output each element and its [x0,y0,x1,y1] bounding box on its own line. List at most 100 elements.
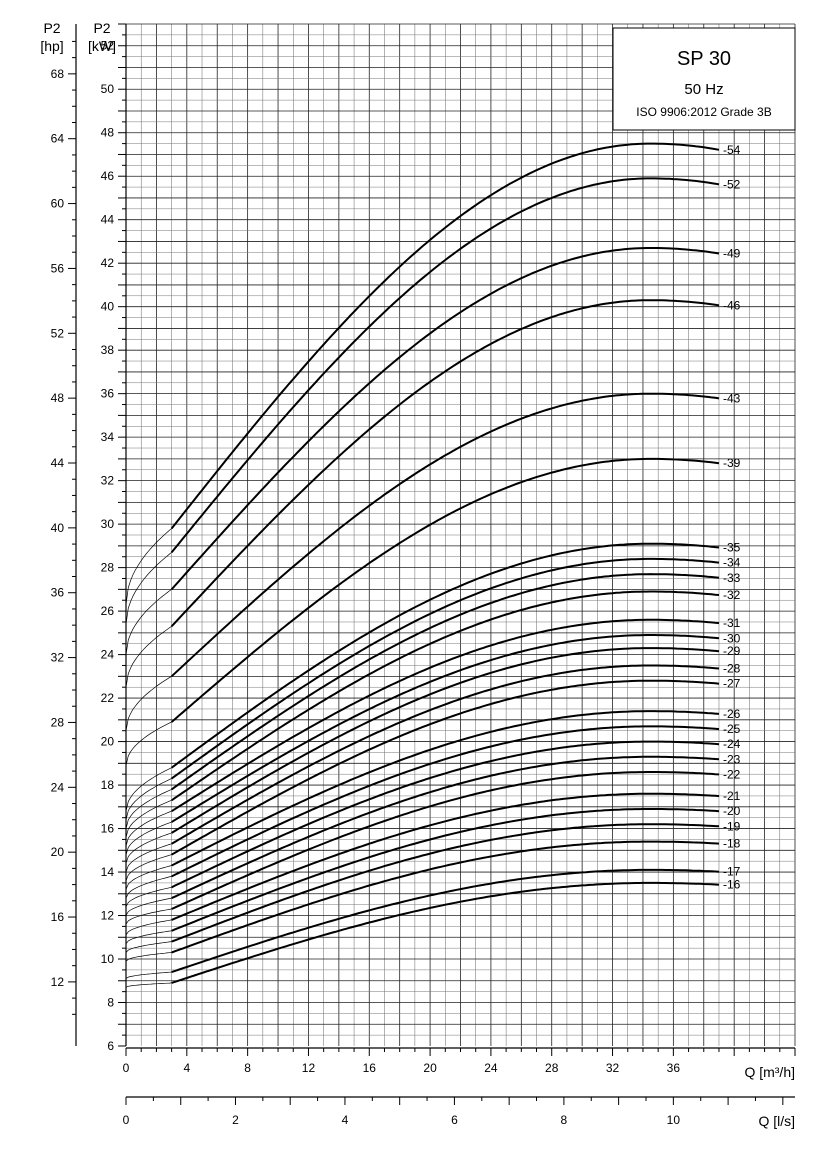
curve-label: -49 [723,247,741,261]
curve-start-25 [125,876,172,899]
curve-start-16 [125,982,172,988]
hp-tick-label: 20 [51,845,65,859]
kw-tick-label: 36 [101,387,115,401]
hp-tick-label: 36 [51,586,65,600]
curve-25 [171,725,720,878]
curve-label: -23 [723,752,741,766]
kw-tick-label: 22 [101,691,115,705]
hp-tick-label: 32 [51,651,65,665]
curve-label: -26 [723,707,741,721]
curve-24 [171,740,720,889]
curve-39 [170,457,720,723]
kw-tick-label: 48 [101,126,115,140]
curve-label: -21 [723,789,741,803]
x-m3h-tick-label: 8 [244,1061,251,1075]
kw-tick-label: 20 [101,735,115,749]
curve-43 [170,392,720,678]
kw-tick-label: 10 [101,952,115,966]
curve-33 [171,573,720,791]
hp-tick-label: 12 [51,975,65,989]
curve-start-33 [125,789,172,829]
x-m3h-tick-label: 12 [302,1061,316,1075]
curve-labels: -54 -52 -49 -46 -43 -39 -35 -34-33 -32 -31-30-29 -… [723,143,741,892]
curve-start-26 [125,865,172,890]
curve-22 [171,771,720,910]
curve-34 [171,557,720,780]
kw-tick-label: 24 [101,648,115,662]
curve-label: -20 [723,804,741,818]
curve-label: -39 [723,456,741,470]
title-box: SP 30 50 Hz ISO 9906:2012 Grade 3B [612,27,796,131]
curve-start-52 [125,552,172,625]
curve-start-24 [125,886,172,907]
curve-start-46 [125,626,172,688]
hp-tick-label: 56 [51,261,65,275]
x-m3h-tick-label: 28 [545,1061,559,1075]
curve-start-23 [125,897,172,916]
x-ls-tick-label: 6 [451,1113,458,1127]
kw-tick-label: 14 [101,865,115,879]
x-m3h-tick-label: 16 [363,1061,377,1075]
hp-tick-label: 52 [51,326,65,340]
kw-tick-label: 6 [107,1039,114,1053]
grid [126,23,796,1046]
curve-start-32 [125,799,172,838]
chart-title: SP 30 [677,48,731,70]
curve-18 [171,840,720,954]
hp-tick-label: 28 [51,715,65,729]
x-ls-tick-label: 0 [123,1113,130,1127]
axes: 6810121416182022242628303234363840424446… [51,23,796,1127]
curve-label: -43 [723,391,741,405]
kw-tick-label: 44 [101,213,115,227]
curve-30 [171,634,720,823]
curve-start-17 [125,971,172,979]
curve-20 [171,808,720,932]
kw-tick-label: 18 [101,778,115,792]
kw-tick-label: 28 [101,561,115,575]
x-ls-tick-label: 2 [232,1113,239,1127]
curve-label: -24 [723,737,741,751]
kw-tick-label: 32 [101,474,115,488]
curve-start-20 [125,930,172,945]
hp-tick-label: 44 [51,456,65,470]
kw-axis-unit: [kW] [88,38,116,54]
hp-tick-label: 64 [51,132,65,146]
kw-tick-label: 46 [101,169,115,183]
curve-label: -35 [723,540,741,554]
curve-label: -29 [723,644,741,658]
x-ls-tick-label: 4 [342,1113,349,1127]
curve-49 [170,247,720,591]
x-m3h-tick-label: 32 [606,1061,620,1075]
x-m3h-tick-label: 4 [183,1061,190,1075]
curve-label: -52 [723,177,741,191]
curve-label: -17 [723,865,741,879]
curve-start-29 [125,832,172,864]
x-axis-title-m3h: Q [m³/h] [744,1064,795,1080]
curve-start-22 [125,908,172,925]
x-m3h-tick-label: 36 [667,1061,681,1075]
curve-label: -34 [723,556,741,570]
curve-label: -32 [723,588,741,602]
kw-tick-label: 12 [101,909,115,923]
curve-label: -19 [723,819,741,833]
curves [125,142,720,988]
curve-31 [171,618,720,813]
curve-29 [171,647,720,834]
x-ls-tick-label: 8 [561,1113,568,1127]
curve-35 [171,542,720,769]
curve-label: -16 [723,878,741,892]
curve-label: -31 [723,616,741,630]
kw-tick-label: 52 [101,39,115,53]
kw-tick-label: 8 [107,996,114,1010]
curve-start-30 [125,821,172,855]
x-ls-tick-label: 10 [667,1113,681,1127]
curve-32 [171,590,720,802]
curve-start-35 [125,767,172,812]
hp-tick-label: 16 [51,910,65,924]
kw-tick-label: 42 [101,256,115,270]
x-axis-title-ls: Q [l/s] [758,1113,795,1129]
curve-54 [170,142,720,530]
curve-label: -25 [723,722,741,736]
kw-tick-label: 26 [101,604,115,618]
